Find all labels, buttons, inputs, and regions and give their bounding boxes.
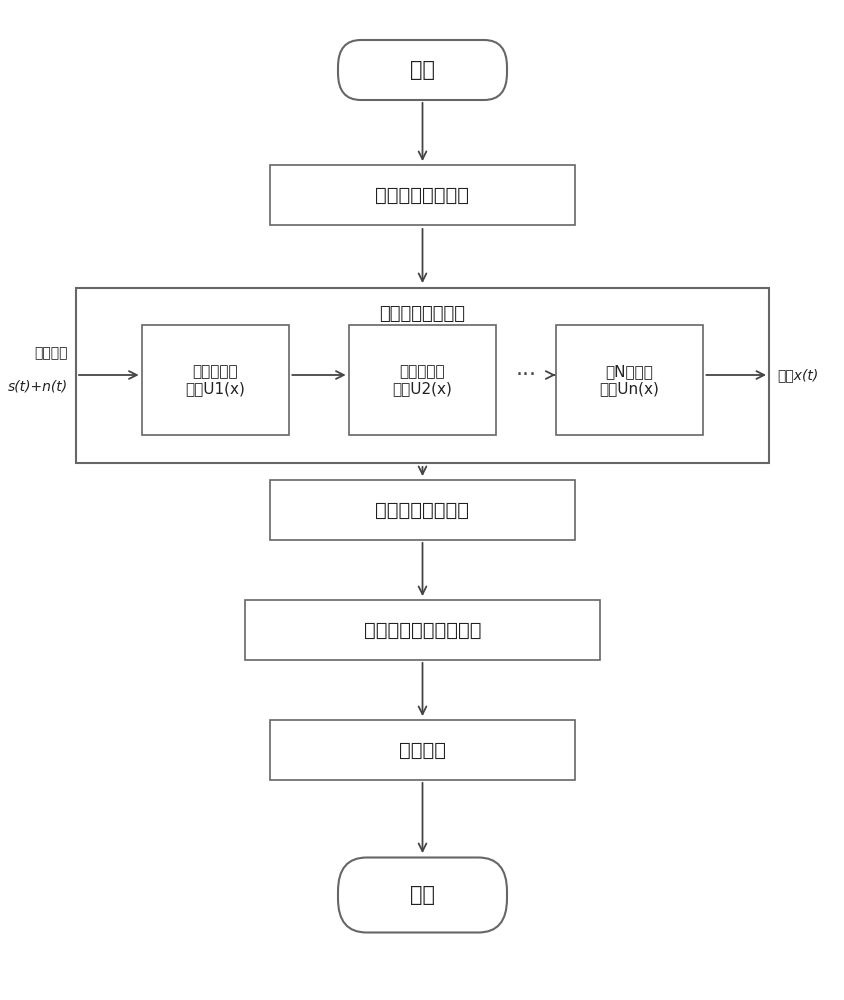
Text: 与历史正常数据相比较: 与历史正常数据相比较 bbox=[363, 620, 481, 640]
FancyBboxPatch shape bbox=[270, 165, 574, 225]
Text: 输出x(t): 输出x(t) bbox=[776, 368, 818, 382]
Text: 诊断结论: 诊断结论 bbox=[398, 740, 446, 760]
Text: s(t)+n(t): s(t)+n(t) bbox=[8, 380, 68, 394]
FancyBboxPatch shape bbox=[245, 600, 599, 660]
Text: ···: ··· bbox=[515, 365, 536, 385]
Text: 增强随机共振系统: 增强随机共振系统 bbox=[379, 306, 465, 324]
Text: 第一级双稳
系统U1(x): 第一级双稳 系统U1(x) bbox=[186, 364, 245, 396]
FancyBboxPatch shape bbox=[270, 720, 574, 780]
Text: 第二级双稳
系统U2(x): 第二级双稳 系统U2(x) bbox=[392, 364, 452, 396]
FancyBboxPatch shape bbox=[349, 325, 496, 435]
Text: 结束: 结束 bbox=[409, 885, 435, 905]
FancyBboxPatch shape bbox=[142, 325, 289, 435]
Text: 分析故障频率成分: 分析故障频率成分 bbox=[375, 500, 469, 520]
FancyBboxPatch shape bbox=[338, 40, 506, 100]
Bar bbox=[76, 288, 768, 462]
FancyBboxPatch shape bbox=[555, 325, 702, 435]
Text: 开始: 开始 bbox=[409, 60, 435, 80]
FancyBboxPatch shape bbox=[338, 857, 506, 932]
Text: 计算故障特征频率: 计算故障特征频率 bbox=[375, 186, 469, 205]
Text: 含噪信号: 含噪信号 bbox=[34, 346, 68, 360]
Text: 第N级双稳
系统Un(x): 第N级双稳 系统Un(x) bbox=[599, 364, 658, 396]
FancyBboxPatch shape bbox=[270, 480, 574, 540]
